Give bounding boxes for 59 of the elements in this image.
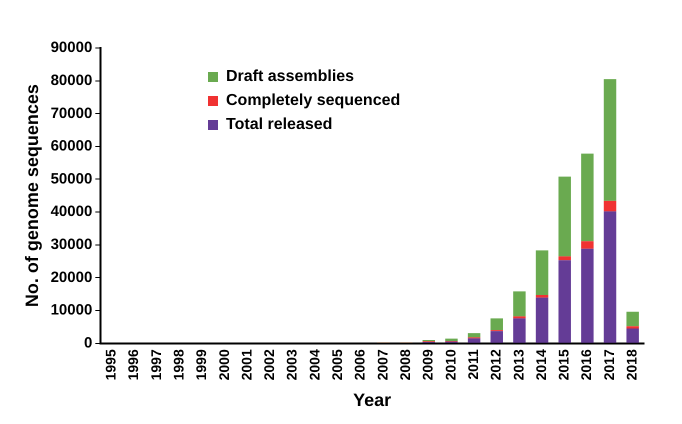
y-tick-label: 20000 (50, 268, 92, 286)
bar (581, 154, 594, 242)
bar (581, 241, 594, 249)
y-tick-label: 70000 (50, 104, 92, 122)
bar (490, 318, 503, 330)
bar (468, 338, 480, 343)
x-tick-label: 1996 (125, 349, 142, 380)
y-tick-label: 60000 (50, 138, 92, 155)
x-tick-label: 1995 (102, 349, 118, 380)
y-tick-label: 30000 (50, 236, 92, 253)
y-axis-title: No. of genome sequences (22, 84, 42, 308)
bar (558, 260, 571, 343)
bar (581, 248, 594, 343)
bar (604, 79, 616, 201)
x-tick-label: 2006 (352, 349, 368, 380)
bar (604, 200, 616, 212)
bar (536, 250, 548, 296)
x-tick-label: 1997 (148, 349, 164, 380)
x-tick-label: 2018 (624, 349, 640, 380)
legend-label: Total released (226, 116, 332, 134)
bar (626, 328, 639, 343)
legend-label: Draft assemblies (226, 68, 354, 86)
bar (536, 295, 548, 298)
bar (490, 331, 503, 343)
x-tick-label: 2010 (442, 349, 458, 380)
x-tick-label: 2007 (374, 349, 390, 380)
y-tick-label: 10000 (50, 302, 92, 319)
x-tick-label: 2002 (261, 349, 278, 380)
bar (604, 211, 616, 343)
x-tick-label: 1998 (170, 349, 186, 380)
x-tick-label: 2013 (510, 349, 526, 380)
bar (626, 312, 639, 326)
x-tick-label: 2011 (464, 349, 481, 380)
bar (468, 333, 480, 338)
x-tick-label: 2000 (216, 349, 232, 380)
x-tick-label: 2003 (284, 349, 300, 380)
x-tick-label: 2008 (396, 349, 413, 380)
y-tick-label: 80000 (50, 72, 92, 89)
bar (558, 176, 571, 256)
x-tick-label: 2014 (532, 349, 549, 380)
x-tick-label: 2017 (600, 349, 617, 380)
x-tick-label: 2005 (329, 349, 346, 380)
x-tick-label: 1999 (193, 349, 210, 380)
y-tick-label: 50000 (50, 170, 92, 188)
bar (513, 318, 526, 343)
x-tick-label: 2004 (306, 349, 322, 380)
x-tick-label: 2012 (488, 349, 504, 380)
legend-label: Completely sequenced (226, 92, 400, 110)
x-axis-title: Year (353, 390, 392, 410)
bar (536, 298, 548, 343)
bar (513, 291, 526, 316)
x-tick-label: 2015 (556, 349, 572, 380)
y-tick-label: 90000 (50, 39, 92, 56)
y-tick-label: 40000 (50, 203, 92, 220)
y-tick-label: 0 (84, 334, 92, 352)
x-tick-label: 2016 (578, 349, 594, 380)
x-tick-label: 2001 (238, 349, 254, 380)
x-tick-label: 2009 (420, 349, 436, 380)
bar (558, 256, 571, 260)
